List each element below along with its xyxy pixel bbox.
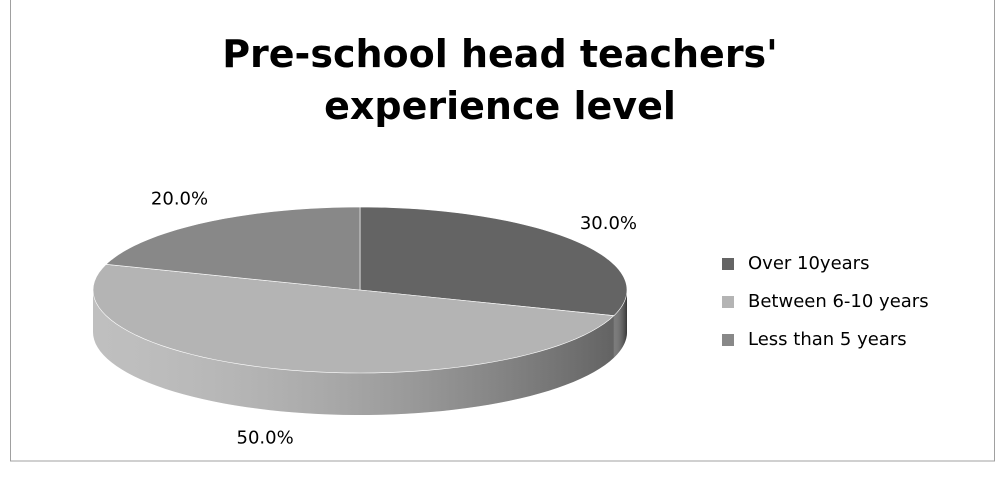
data-label: 30.0%	[580, 213, 637, 234]
legend-swatch	[722, 258, 734, 270]
data-label: 50.0%	[237, 428, 294, 449]
data-label: 20.0%	[151, 188, 208, 209]
legend-label: Between 6-10 years	[748, 291, 929, 312]
legend-swatch	[722, 296, 734, 308]
slice	[105, 206, 361, 291]
chart-title: Pre-school head teachers' experience lev…	[222, 32, 778, 128]
slice	[359, 206, 628, 316]
chart-frame	[10, 0, 995, 462]
legend-label: Over 10years	[748, 253, 869, 274]
legend-swatch	[722, 334, 734, 346]
slice-side-shade	[613, 290, 627, 358]
slice	[92, 264, 615, 374]
slice-side-shade	[93, 290, 614, 415]
legend-label: Less than 5 years	[748, 329, 907, 350]
